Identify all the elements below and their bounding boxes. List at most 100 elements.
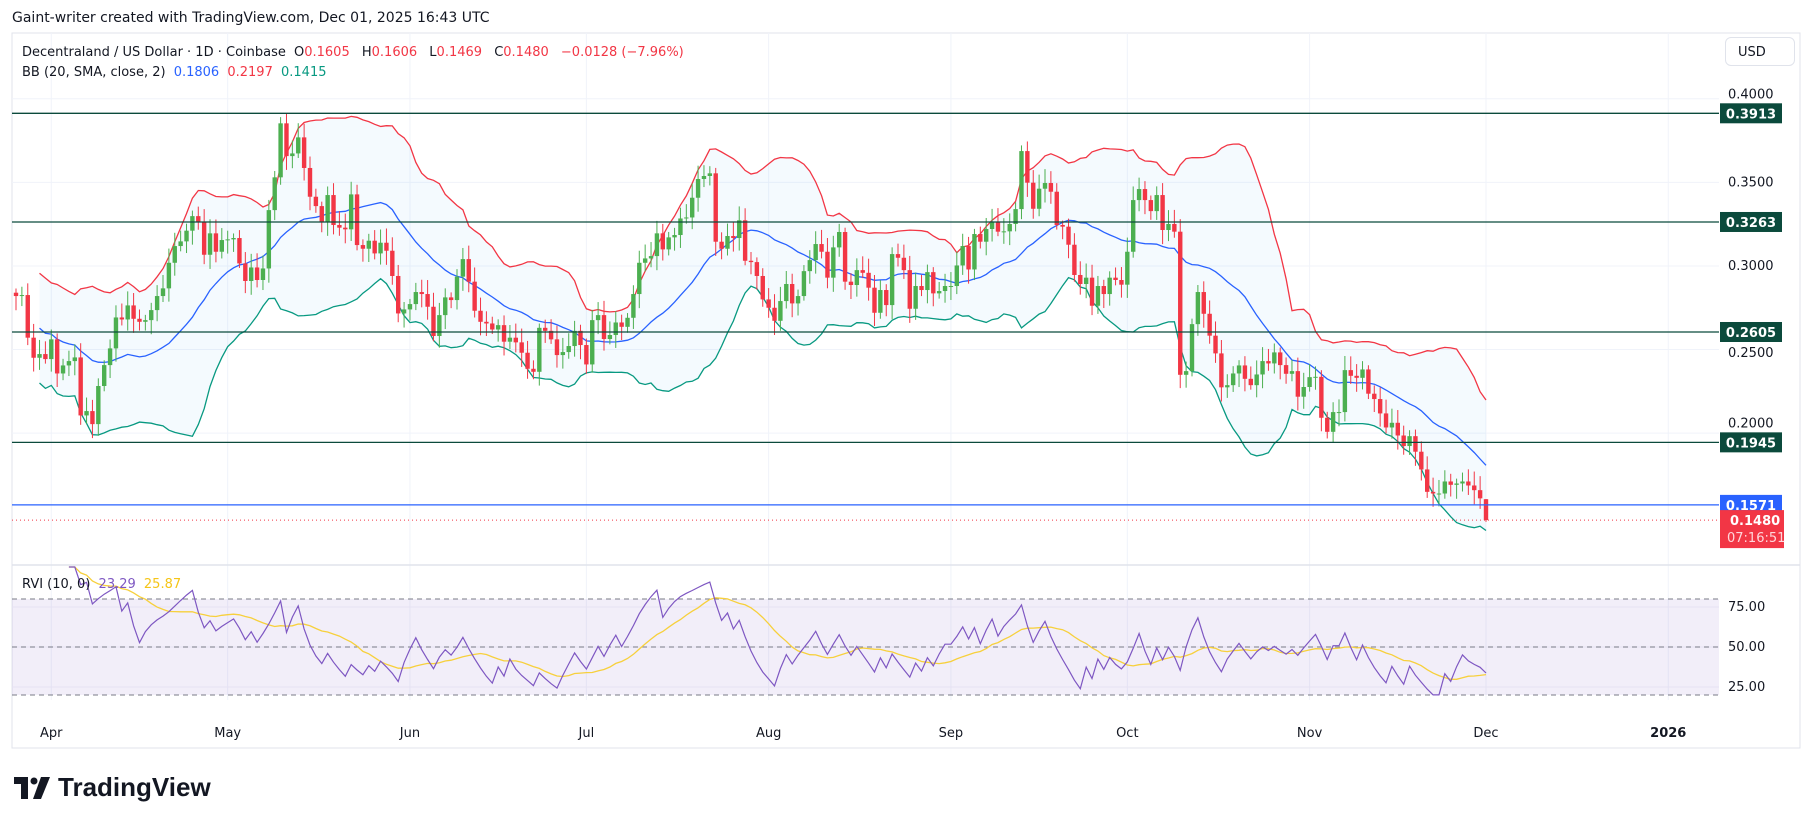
candle-body (337, 224, 342, 228)
candle-body (1454, 483, 1459, 485)
candle (984, 217, 989, 256)
candle-body (472, 281, 477, 311)
candle-body (425, 294, 430, 307)
candle (789, 273, 795, 318)
candle-body (1178, 231, 1183, 375)
candle-body (1483, 499, 1489, 521)
candle-body (1307, 377, 1312, 388)
candle (831, 235, 836, 292)
candle (60, 358, 66, 381)
candle-body (1289, 371, 1295, 374)
axes: Apr May Jun Jul Aug Sep Oct Nov Dec 2026 0.4000 0.3… (40, 87, 1785, 741)
candle-body (154, 296, 160, 311)
candle-body (325, 195, 330, 222)
candle (237, 230, 242, 268)
candle (1477, 476, 1483, 509)
candle (866, 258, 871, 301)
candle-body (660, 233, 665, 250)
rvi-title[interactable]: RVI (10, 0) (22, 577, 91, 592)
candle-body (78, 357, 83, 416)
symbol-title[interactable]: Decentraland / US Dollar · 1D · Coinbase (22, 45, 286, 60)
candle (1142, 181, 1148, 215)
candle (378, 229, 383, 265)
candle (1472, 471, 1477, 505)
candle (1360, 361, 1365, 390)
candle (1160, 183, 1165, 245)
candle (1183, 361, 1189, 388)
candle-body (1101, 286, 1106, 295)
candle (531, 360, 536, 380)
level-price-label: 0.2605 (1726, 326, 1776, 341)
close-value: 0.1480 (503, 45, 549, 60)
level-price-label: 0.1945 (1726, 436, 1776, 451)
candle-body (772, 307, 777, 321)
candle-body (1095, 286, 1101, 306)
candle-body (825, 251, 830, 278)
candle-body (290, 153, 295, 157)
candle-body (854, 270, 860, 286)
candle-body (654, 233, 660, 257)
candle (325, 186, 330, 236)
bb-title[interactable]: BB (20, SMA, close, 2) (22, 65, 166, 80)
candle-body (1313, 376, 1318, 378)
candle (1289, 359, 1295, 382)
candle-body (313, 196, 319, 207)
candle-body (831, 247, 836, 278)
bb-legend[interactable]: BB (20, SMA, close, 2) 0.1806 0.2197 0.1… (22, 65, 331, 80)
candle-body (1072, 244, 1077, 275)
time-axis-label: Apr (40, 726, 63, 741)
candle (948, 272, 954, 300)
candle-body (149, 310, 154, 321)
candle-body (631, 294, 636, 318)
chart-credit: Gaint-writer created with TradingView.co… (12, 10, 490, 26)
tradingview-logo[interactable]: TradingView (14, 772, 211, 803)
candle (166, 248, 172, 302)
candle-body (1425, 469, 1430, 492)
candle (43, 341, 48, 364)
candle (1454, 478, 1459, 499)
candle (1242, 356, 1248, 392)
candle-body (501, 325, 507, 342)
candle (719, 232, 724, 260)
candle-body (296, 137, 301, 154)
candle (560, 337, 566, 369)
price-pane[interactable] (12, 112, 1719, 532)
candle (572, 320, 577, 357)
candle (595, 302, 601, 335)
candle (813, 231, 818, 274)
countdown-label: 07:16:51 (1727, 531, 1785, 546)
rvi-pane[interactable] (12, 566, 1719, 696)
rvi-lines (68, 566, 1487, 696)
candle-body (1131, 200, 1136, 252)
candle (1266, 348, 1271, 371)
candle-body (396, 275, 401, 314)
candle (860, 256, 865, 279)
candle-body (143, 320, 148, 322)
candle (1048, 171, 1054, 204)
candle-body (590, 320, 595, 365)
candle (1201, 281, 1206, 328)
candle (495, 319, 501, 342)
candle-body (1036, 188, 1042, 209)
candle (113, 305, 119, 362)
candle-body (1442, 481, 1448, 494)
candle-body (1125, 251, 1130, 285)
candle (878, 280, 883, 319)
rvi-legend[interactable]: RVI (10, 0) 23.29 25.87 (22, 577, 185, 592)
candle-body (107, 348, 113, 366)
currency-button[interactable]: USD (1725, 37, 1795, 66)
candle-body (231, 238, 236, 240)
candle-body (1419, 451, 1424, 470)
candle-body (1242, 365, 1248, 379)
candle (637, 250, 642, 309)
candle (107, 339, 113, 379)
candle (143, 314, 148, 331)
candle (684, 204, 689, 224)
time-axis-label: Nov (1297, 726, 1323, 741)
candle (1278, 347, 1283, 380)
symbol-legend[interactable]: Decentraland / US Dollar · 1D · Coinbase… (22, 45, 688, 60)
candle-body (807, 260, 812, 272)
candle-body (178, 241, 183, 247)
candle (966, 236, 971, 284)
